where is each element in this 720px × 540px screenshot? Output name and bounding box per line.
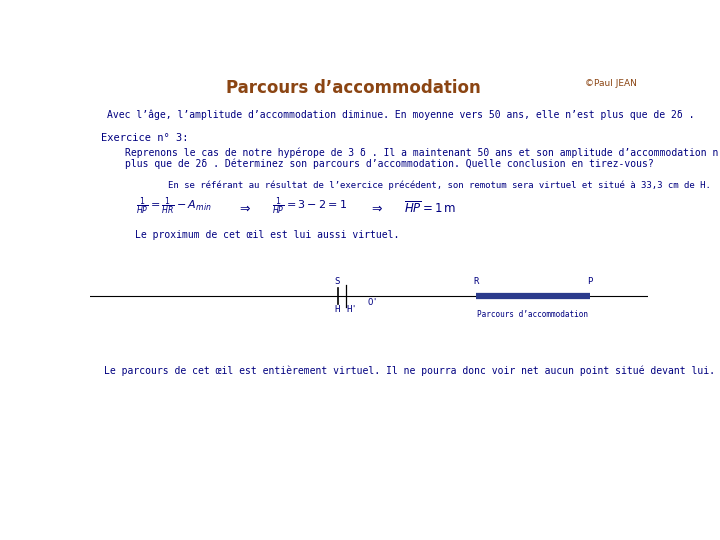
- Text: Reprenons le cas de notre hypérope de 3 δ . Il a maintenant 50 ans et son amplit: Reprenons le cas de notre hypérope de 3 …: [125, 148, 720, 158]
- Text: $\frac{1}{HP} = 3 - 2 = 1$: $\frac{1}{HP} = 3 - 2 = 1$: [272, 195, 347, 217]
- Text: Le proximum de cet œil est lui aussi virtuel.: Le proximum de cet œil est lui aussi vir…: [135, 231, 400, 240]
- Text: Avec l’âge, l’amplitude d’accommodation diminue. En moyenne vers 50 ans, elle n’: Avec l’âge, l’amplitude d’accommodation …: [107, 110, 695, 120]
- Text: $\Rightarrow$: $\Rightarrow$: [238, 202, 251, 215]
- Text: $\frac{1}{HP} = \frac{1}{HR} - A_{min}$: $\frac{1}{HP} = \frac{1}{HR} - A_{min}$: [137, 195, 212, 217]
- Text: P: P: [588, 277, 593, 286]
- Text: H': H': [346, 305, 357, 314]
- Text: Parcours d’accommodation: Parcours d’accommodation: [477, 309, 588, 319]
- Text: S: S: [335, 277, 340, 286]
- Text: R: R: [473, 277, 479, 286]
- Text: $\overline{HP} = 1\,\mathrm{m}$: $\overline{HP} = 1\,\mathrm{m}$: [404, 200, 456, 216]
- Text: ©Paul JEAN: ©Paul JEAN: [585, 79, 637, 87]
- Text: plus que de 2δ . Déterminez son parcours d’accommodation. Quelle conclusion en t: plus que de 2δ . Déterminez son parcours…: [125, 159, 654, 169]
- Text: En se référant au résultat de l’exercice précédent, son remotum sera virtuel et : En se référant au résultat de l’exercice…: [168, 180, 711, 190]
- Text: $\Rightarrow$: $\Rightarrow$: [369, 202, 383, 215]
- Text: H: H: [335, 305, 340, 314]
- Text: Parcours d’accommodation: Parcours d’accommodation: [226, 79, 481, 97]
- Text: O': O': [367, 298, 378, 307]
- Text: Le parcours de cet œil est entièrement virtuel. Il ne pourra donc voir net aucun: Le parcours de cet œil est entièrement v…: [104, 365, 715, 376]
- Text: Exercice n° 3:: Exercice n° 3:: [101, 132, 189, 143]
